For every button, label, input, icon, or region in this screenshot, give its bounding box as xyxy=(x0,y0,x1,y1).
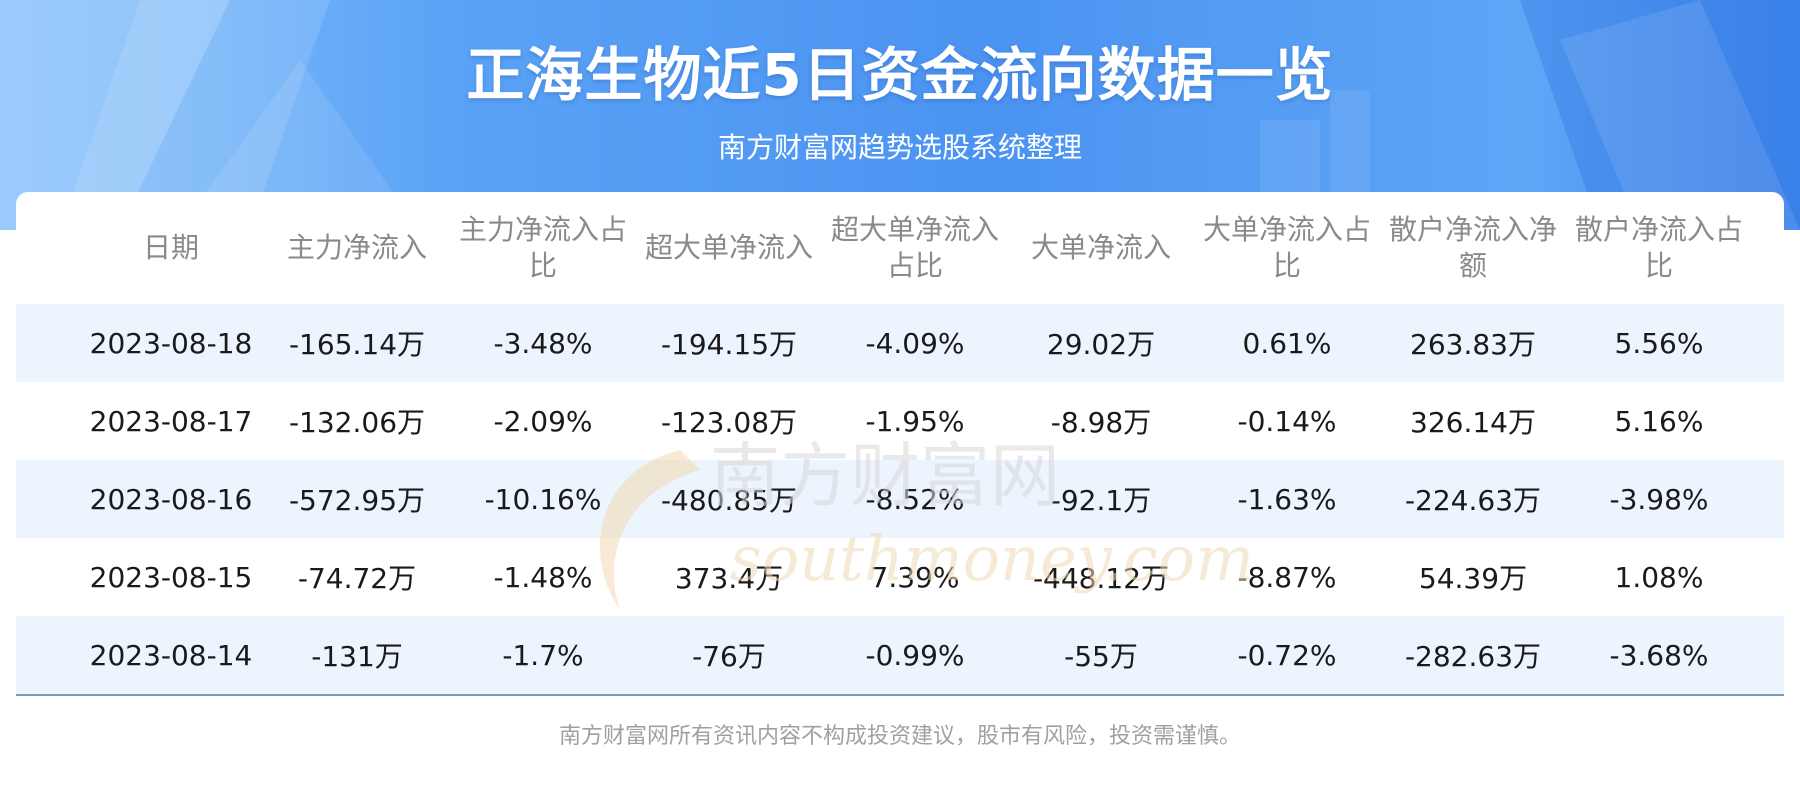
column-header-xl-inflow: 超大单净流入 xyxy=(644,231,813,264)
cell-xl-inflow: -480.85万 xyxy=(660,484,798,517)
column-header-retail-ratio: 散户净流入占比 xyxy=(1574,213,1743,282)
cell-retail-inflow: 263.83万 xyxy=(1410,328,1536,361)
table-row: 2023-08-17 -132.06万 -2.09% -123.08万 -1.9… xyxy=(16,382,1784,460)
page-title: 正海生物近5日资金流向数据一览 xyxy=(466,41,1334,109)
column-header-main-ratio: 主力净流入占比 xyxy=(458,213,627,282)
column-header-main-inflow: 主力净流入 xyxy=(286,231,427,264)
cell-retail-ratio: -3.68% xyxy=(1609,638,1709,672)
page-subtitle: 南方财富网趋势选股系统整理 xyxy=(717,131,1082,164)
cell-large-inflow: 29.02万 xyxy=(1046,328,1156,361)
cell-large-ratio: -0.72% xyxy=(1237,638,1337,672)
cell-main-inflow: -132.06万 xyxy=(288,406,426,439)
cell-xl-inflow: 373.4万 xyxy=(674,562,784,595)
cell-retail-inflow: -224.63万 xyxy=(1404,484,1542,517)
cell-xl-ratio: -4.09% xyxy=(865,326,965,360)
cell-large-ratio: -0.14% xyxy=(1237,404,1337,438)
data-table: 日期 主力净流入 主力净流入占比 超大单净流入 超大单净流入占比 大单净流入 大… xyxy=(16,192,1784,694)
cell-xl-ratio: -1.95% xyxy=(865,404,965,438)
cell-large-inflow: -448.12万 xyxy=(1032,562,1170,595)
table-row: 2023-08-18 -165.14万 -3.48% -194.15万 -4.0… xyxy=(16,304,1784,382)
cell-main-inflow: -74.72万 xyxy=(297,562,417,595)
cell-retail-ratio: -3.98% xyxy=(1609,482,1709,516)
column-header-large-ratio: 大单净流入占比 xyxy=(1202,213,1371,282)
cell-main-ratio: -2.09% xyxy=(493,404,593,438)
cell-large-ratio: -1.63% xyxy=(1237,482,1337,516)
cell-retail-ratio: 5.56% xyxy=(1614,326,1704,360)
column-header-xl-ratio: 超大单净流入占比 xyxy=(830,213,999,282)
cell-main-ratio: -1.48% xyxy=(493,560,593,594)
footer-disclaimer: 南方财富网所有资讯内容不构成投资建议，股市有风险，投资需谨慎。 xyxy=(558,724,1241,749)
cell-large-inflow: -92.1万 xyxy=(1050,484,1152,517)
cell-xl-ratio: -0.99% xyxy=(865,638,965,672)
cell-retail-ratio: 5.16% xyxy=(1614,404,1704,438)
table-body: 2023-08-18 -165.14万 -3.48% -194.15万 -4.0… xyxy=(16,304,1784,694)
cell-main-inflow: -572.95万 xyxy=(288,484,426,517)
cell-retail-ratio: 1.08% xyxy=(1614,560,1704,594)
cell-large-inflow: -8.98万 xyxy=(1050,406,1152,439)
column-header-retail-inflow: 散户净流入净额 xyxy=(1388,213,1557,282)
cell-large-ratio: 0.61% xyxy=(1242,326,1332,360)
cell-main-ratio: -3.48% xyxy=(493,326,593,360)
cell-large-ratio: -8.87% xyxy=(1237,560,1337,594)
table-row: 2023-08-14 -131万 -1.7% -76万 -0.99% -55万 … xyxy=(16,616,1784,694)
cell-large-inflow: -55万 xyxy=(1064,640,1138,673)
table-row: 2023-08-16 -572.95万 -10.16% -480.85万 -8.… xyxy=(16,460,1784,538)
cell-retail-inflow: -282.63万 xyxy=(1404,640,1542,673)
table-header: 日期 主力净流入 主力净流入占比 超大单净流入 超大单净流入占比 大单净流入 大… xyxy=(16,192,1784,304)
cell-main-ratio: -1.7% xyxy=(502,638,584,672)
banner-decoration xyxy=(0,0,1800,230)
cell-xl-inflow: -194.15万 xyxy=(660,328,798,361)
table-bottom-divider xyxy=(16,694,1784,696)
header-banner: 正海生物近5日资金流向数据一览 南方财富网趋势选股系统整理 xyxy=(0,0,1800,230)
cell-main-inflow: -131万 xyxy=(311,640,403,673)
cell-xl-inflow: -123.08万 xyxy=(660,406,798,439)
cell-main-inflow: -165.14万 xyxy=(288,328,426,361)
column-header-large-inflow: 大单净流入 xyxy=(1030,231,1171,264)
cell-xl-ratio: -8.52% xyxy=(865,482,965,516)
cell-date: 2023-08-17 xyxy=(89,404,253,438)
column-header-date: 日期 xyxy=(142,231,199,264)
cell-date: 2023-08-15 xyxy=(89,560,253,594)
table-row: 2023-08-15 -74.72万 -1.48% 373.4万 7.39% -… xyxy=(16,538,1784,616)
cell-retail-inflow: 326.14万 xyxy=(1410,406,1536,439)
cell-date: 2023-08-18 xyxy=(89,326,253,360)
cell-date: 2023-08-14 xyxy=(89,638,253,672)
cell-retail-inflow: 54.39万 xyxy=(1418,562,1528,595)
cell-xl-ratio: 7.39% xyxy=(870,560,960,594)
cell-date: 2023-08-16 xyxy=(89,482,253,516)
cell-main-ratio: -10.16% xyxy=(484,482,602,516)
cell-xl-inflow: -76万 xyxy=(692,640,766,673)
